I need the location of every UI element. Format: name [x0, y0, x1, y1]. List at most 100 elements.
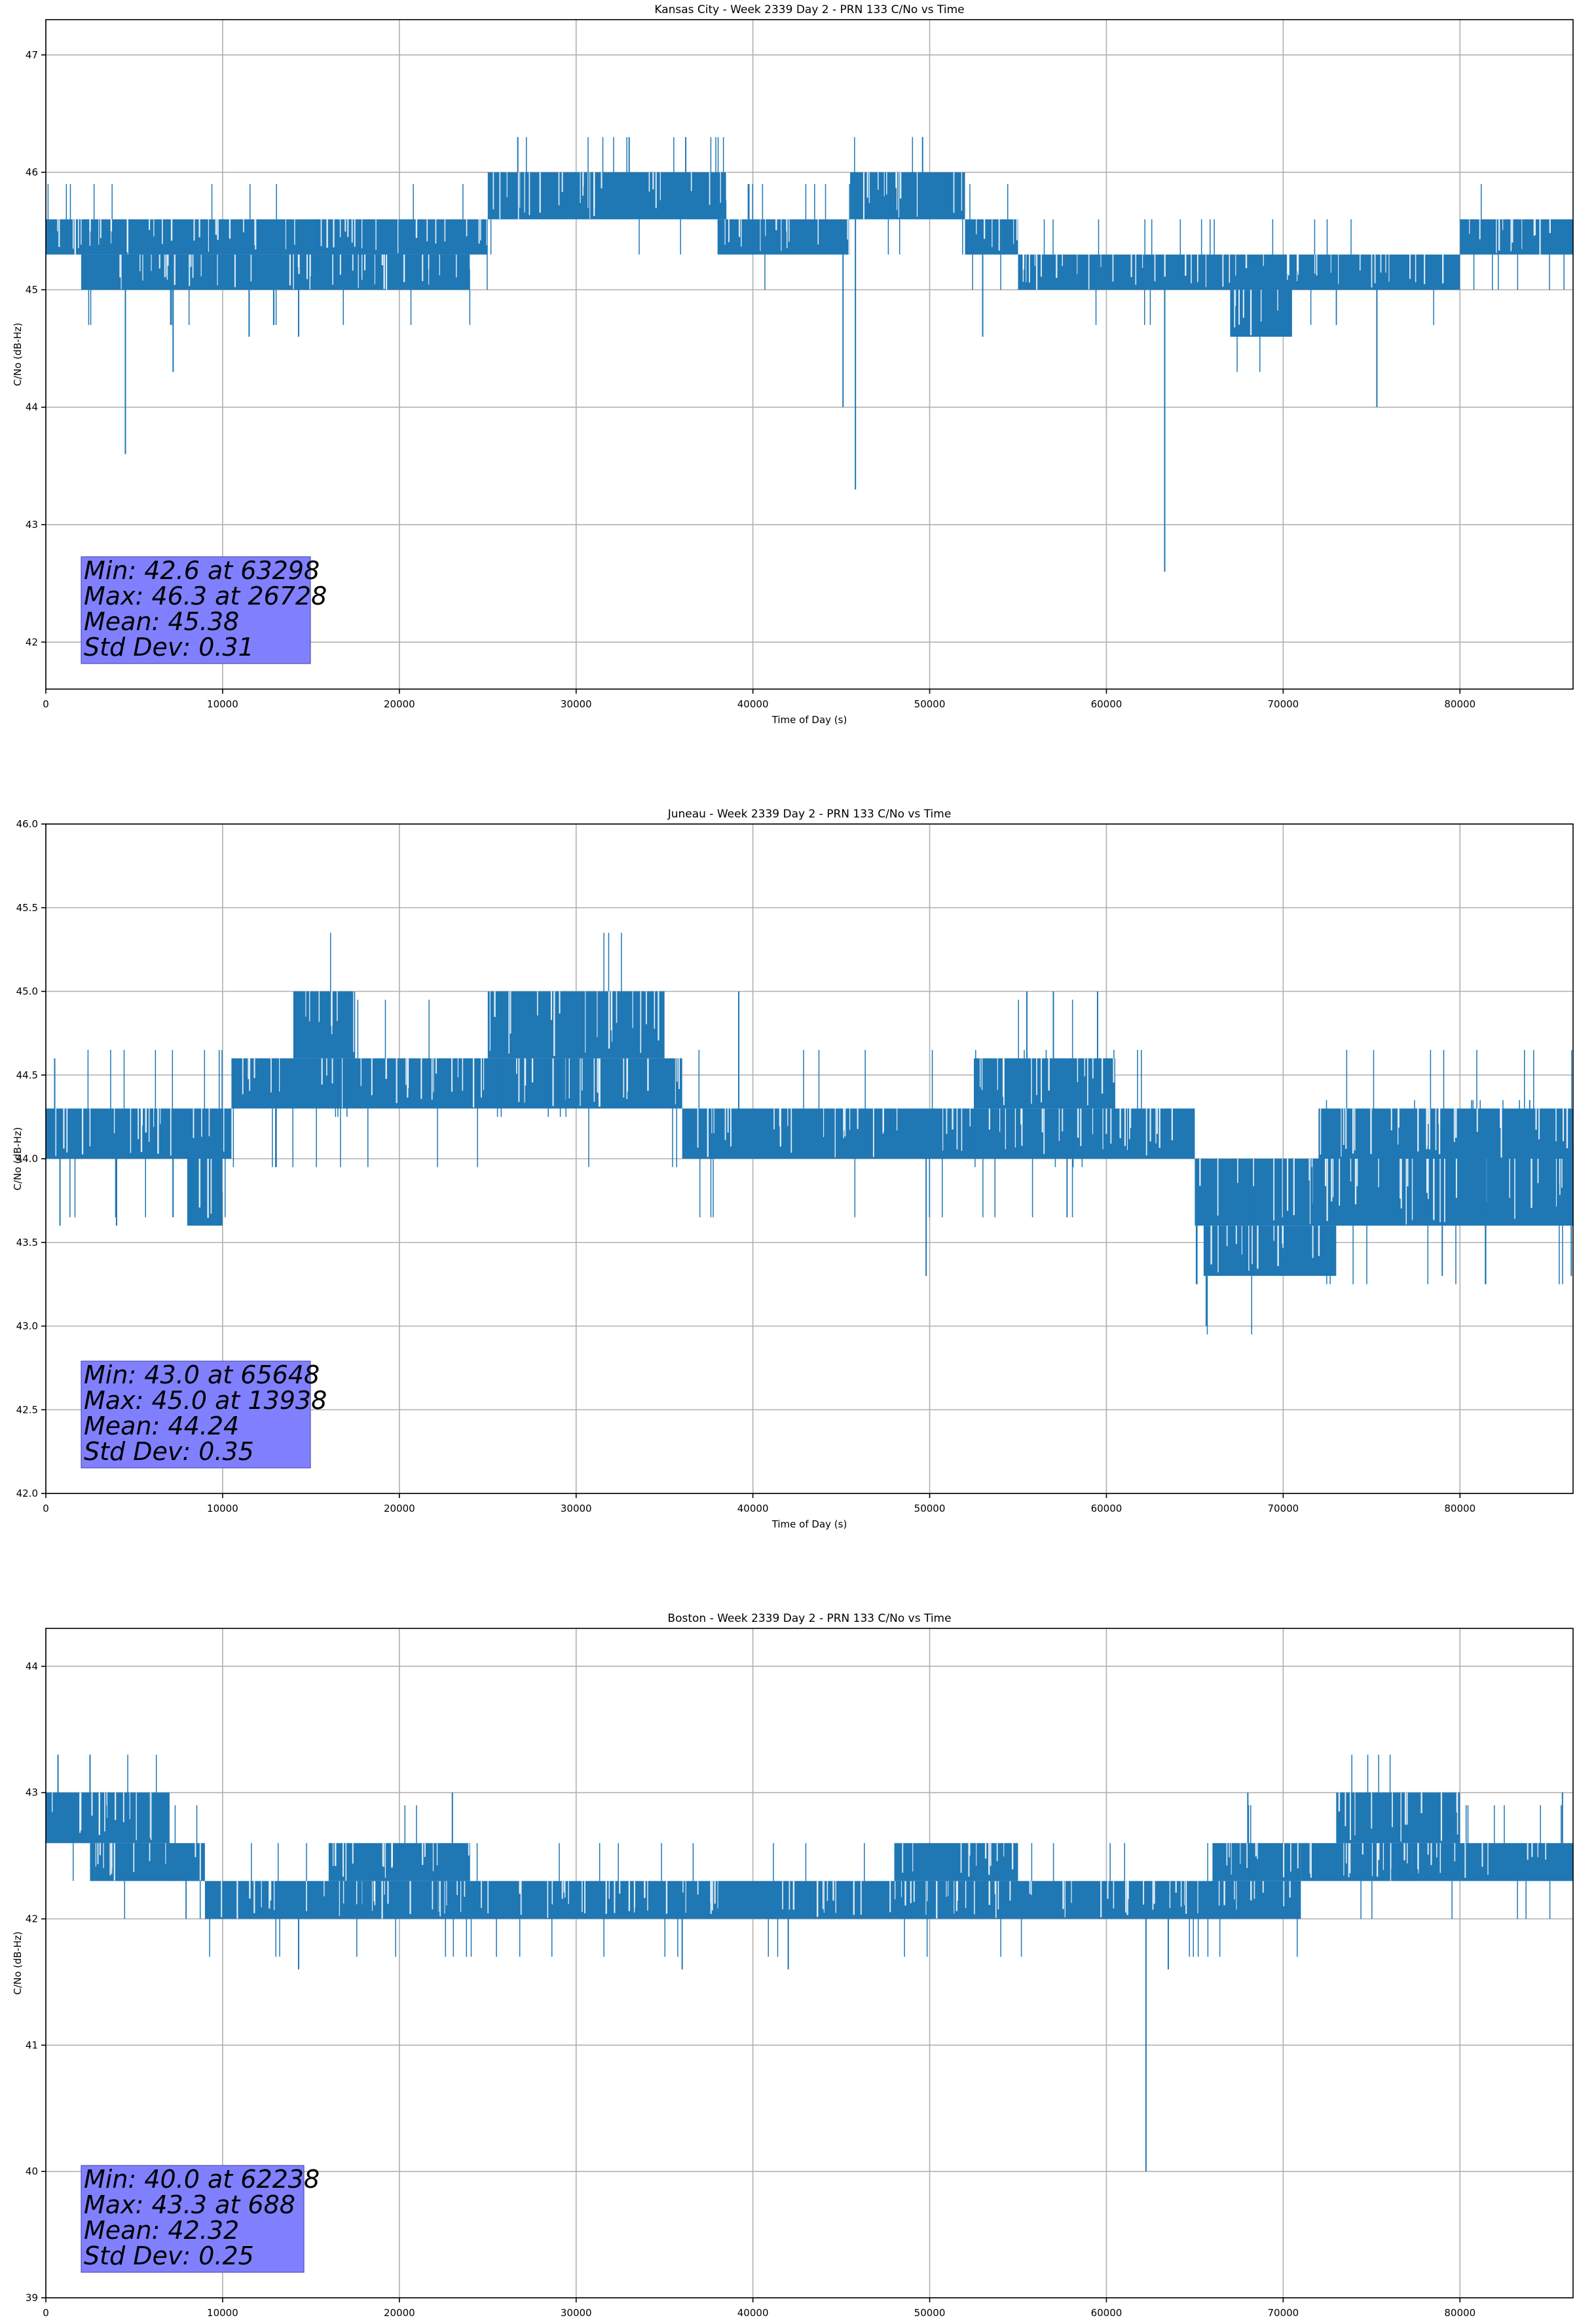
- band-gap: [738, 219, 741, 237]
- band-gap: [857, 1108, 859, 1129]
- band-gap: [426, 219, 428, 242]
- band-gap: [524, 172, 525, 213]
- band-gap: [957, 1881, 958, 1901]
- band-gap: [332, 254, 333, 285]
- band-gap: [601, 172, 603, 189]
- band-gap: [396, 1058, 398, 1104]
- band-gap: [1056, 254, 1058, 278]
- band-gap: [201, 1108, 202, 1137]
- band-gap: [912, 1843, 914, 1872]
- band-gap: [517, 172, 519, 219]
- stats-line: Std Dev: 0.31: [84, 633, 254, 662]
- band-gap: [1343, 1108, 1345, 1145]
- band-gap: [886, 172, 887, 195]
- band-gap: [1040, 254, 1042, 277]
- x-axis-label: Time of Day (s): [771, 714, 847, 726]
- band-gap: [1349, 1843, 1351, 1873]
- band-gap: [582, 172, 584, 196]
- band-gap: [1405, 1159, 1407, 1225]
- band-gap: [248, 1058, 250, 1079]
- band-gap: [1153, 1881, 1155, 1904]
- stats-line: Min: 42.6 at 63298: [84, 556, 320, 585]
- band-gap: [382, 1843, 384, 1867]
- band-gap: [1481, 1843, 1483, 1867]
- band-gap: [1535, 1108, 1537, 1130]
- band-gap: [1476, 1108, 1478, 1132]
- band-gap: [1273, 1159, 1275, 1221]
- band-gap: [1210, 1226, 1212, 1265]
- band-gap: [1428, 1108, 1430, 1150]
- band-gap: [868, 172, 870, 203]
- band-gap: [726, 172, 728, 200]
- band-gap: [1062, 1881, 1064, 1909]
- band-gap: [1283, 1843, 1285, 1877]
- band-gap: [1555, 1108, 1557, 1142]
- band-gap: [115, 1792, 117, 1820]
- band-gap: [1435, 1108, 1437, 1150]
- band-gap: [66, 1108, 68, 1153]
- band-gap: [1029, 1881, 1031, 1894]
- band-gap: [844, 1108, 846, 1137]
- band-gap: [72, 219, 74, 249]
- band-gap: [1454, 1843, 1456, 1862]
- band-gap: [561, 1881, 563, 1899]
- band-gap: [1199, 1159, 1201, 1186]
- band-gap: [1549, 219, 1551, 233]
- y-tick-label: 45.5: [16, 902, 38, 914]
- band-gap: [1378, 1843, 1380, 1860]
- band-gap: [711, 1108, 713, 1134]
- band-gap: [1290, 1843, 1291, 1872]
- band-gap: [309, 991, 310, 1022]
- band-gap: [823, 1881, 825, 1913]
- band-gap: [234, 254, 236, 288]
- band-gap: [249, 1881, 251, 1899]
- x-tick-label: 60000: [1091, 698, 1122, 710]
- band-gap: [563, 1881, 565, 1893]
- band-gap: [697, 1108, 699, 1148]
- band-gap: [647, 1881, 648, 1911]
- band-gap: [384, 1843, 386, 1878]
- band-gap: [974, 1881, 975, 1915]
- band-gap: [727, 1108, 729, 1133]
- band-gap: [1533, 219, 1535, 236]
- y-tick-label: 44.5: [16, 1069, 38, 1081]
- band-gap: [1420, 1792, 1422, 1814]
- band-gap: [1135, 254, 1137, 285]
- band-gap: [1509, 1159, 1510, 1198]
- band-gap: [524, 1058, 527, 1086]
- y-tick-label: 45: [26, 284, 38, 295]
- band-gap: [593, 1058, 595, 1102]
- band-gap: [640, 991, 642, 1053]
- band-gap: [133, 1843, 135, 1872]
- band-gap: [1400, 1159, 1402, 1209]
- band-gap: [1539, 219, 1541, 255]
- band-gap: [322, 1058, 323, 1085]
- band-gap: [1021, 1108, 1023, 1146]
- band-gap: [415, 219, 418, 238]
- band-gap: [655, 172, 657, 208]
- band-gap: [1101, 1058, 1104, 1094]
- band-gap: [518, 1058, 520, 1102]
- data-band: [1318, 1108, 1573, 1159]
- x-tick-label: 70000: [1267, 698, 1299, 710]
- band-gap: [584, 1881, 585, 1913]
- band-gap: [149, 1843, 151, 1862]
- band-gap: [1277, 290, 1278, 311]
- band-gap: [849, 1108, 851, 1130]
- band-gap: [354, 219, 356, 247]
- band-gap: [161, 219, 163, 244]
- band-gap: [481, 1058, 482, 1098]
- band-gap: [1444, 1159, 1445, 1222]
- band-gap: [952, 1108, 954, 1130]
- band-gap: [1297, 254, 1299, 275]
- band-gap: [1112, 254, 1114, 282]
- band-gap: [902, 1843, 904, 1873]
- band-gap: [1149, 1108, 1151, 1142]
- band-gap: [990, 1843, 992, 1866]
- band-gap: [1426, 1159, 1428, 1193]
- band-gap: [860, 1881, 862, 1915]
- band-gap: [1345, 1108, 1347, 1150]
- band-gap: [997, 1058, 998, 1091]
- band-gap: [1537, 1159, 1539, 1184]
- band-gap: [568, 1881, 569, 1904]
